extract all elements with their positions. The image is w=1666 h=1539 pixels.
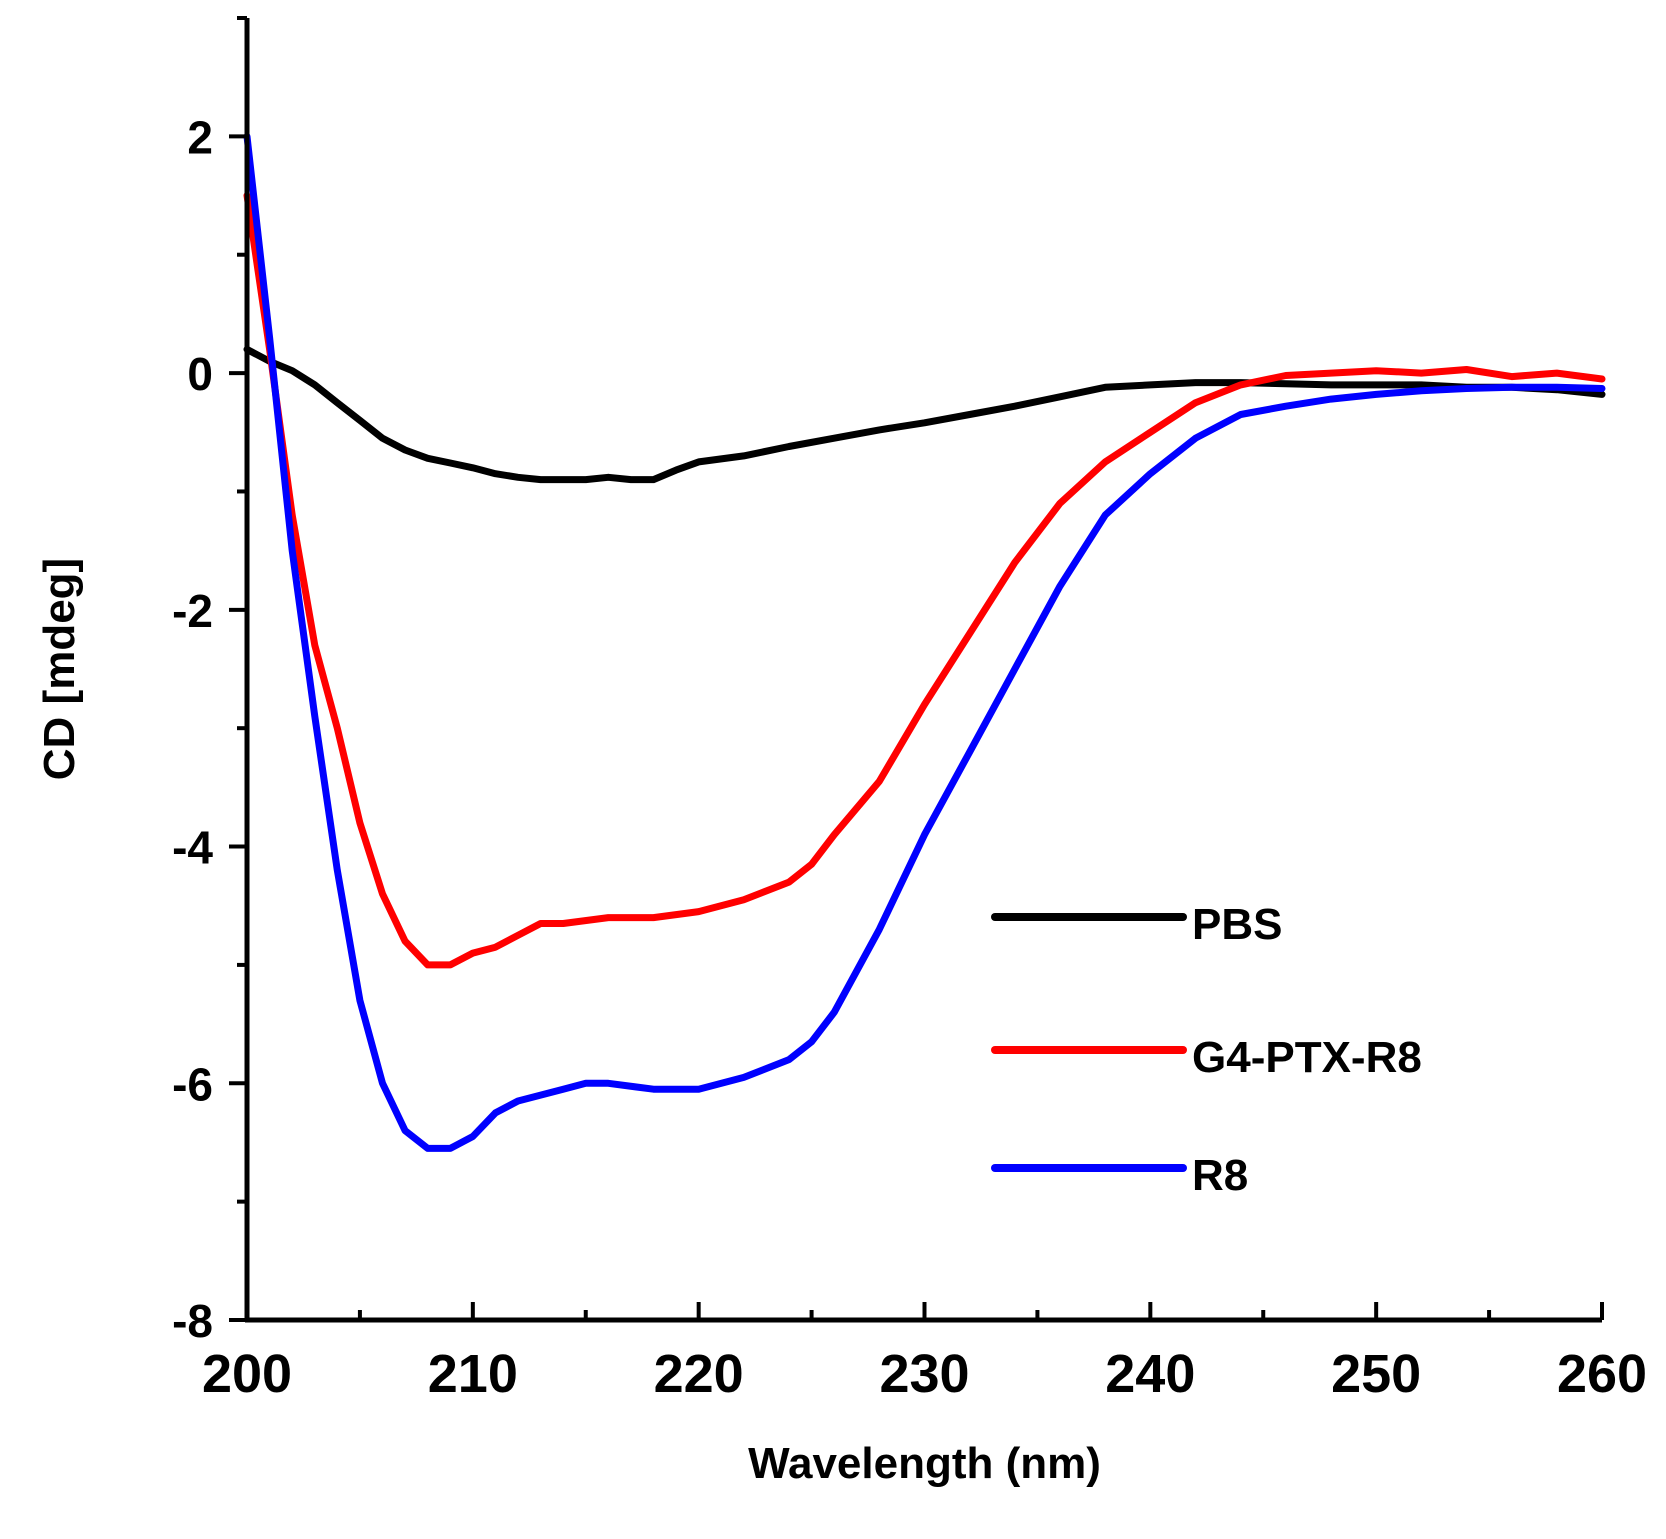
series-line-pbs: [243, 345, 1606, 484]
y-tick-label: -8: [172, 1295, 213, 1347]
x-tick-label: 250: [1331, 1344, 1421, 1404]
axes: 200 210 220 230 240 250 260 -8 -6 -4 -2 0 2: [172, 16, 1647, 1404]
legend-label-g4-ptx-r8: G4-PTX-R8: [1192, 1033, 1422, 1082]
x-tick-label: 230: [879, 1344, 969, 1404]
x-tick-label: 220: [654, 1344, 744, 1404]
y-tick-label: -4: [172, 822, 213, 874]
legend-label-pbs: PBS: [1192, 900, 1282, 949]
series-line-r8: [243, 132, 1606, 1152]
y-axis-title: CD [mdeg]: [35, 558, 84, 780]
legend-label-r8: R8: [1192, 1151, 1248, 1200]
y-tick-label: -2: [172, 585, 213, 637]
y-tick-label: 0: [187, 348, 213, 400]
x-tick-label: 240: [1105, 1344, 1195, 1404]
x-tick-label: 260: [1557, 1344, 1647, 1404]
plot-area: [243, 132, 1606, 1152]
x-tick-label: 200: [202, 1344, 292, 1404]
y-tick-label: 2: [187, 111, 213, 163]
series-line-g4-ptx-r8: [243, 192, 1606, 969]
legend: PBS G4-PTX-R8 R8: [991, 900, 1422, 1200]
y-tick-label: -6: [172, 1058, 213, 1110]
x-axis-title: Wavelength (nm): [748, 1439, 1101, 1488]
x-tick-label: 210: [428, 1344, 518, 1404]
